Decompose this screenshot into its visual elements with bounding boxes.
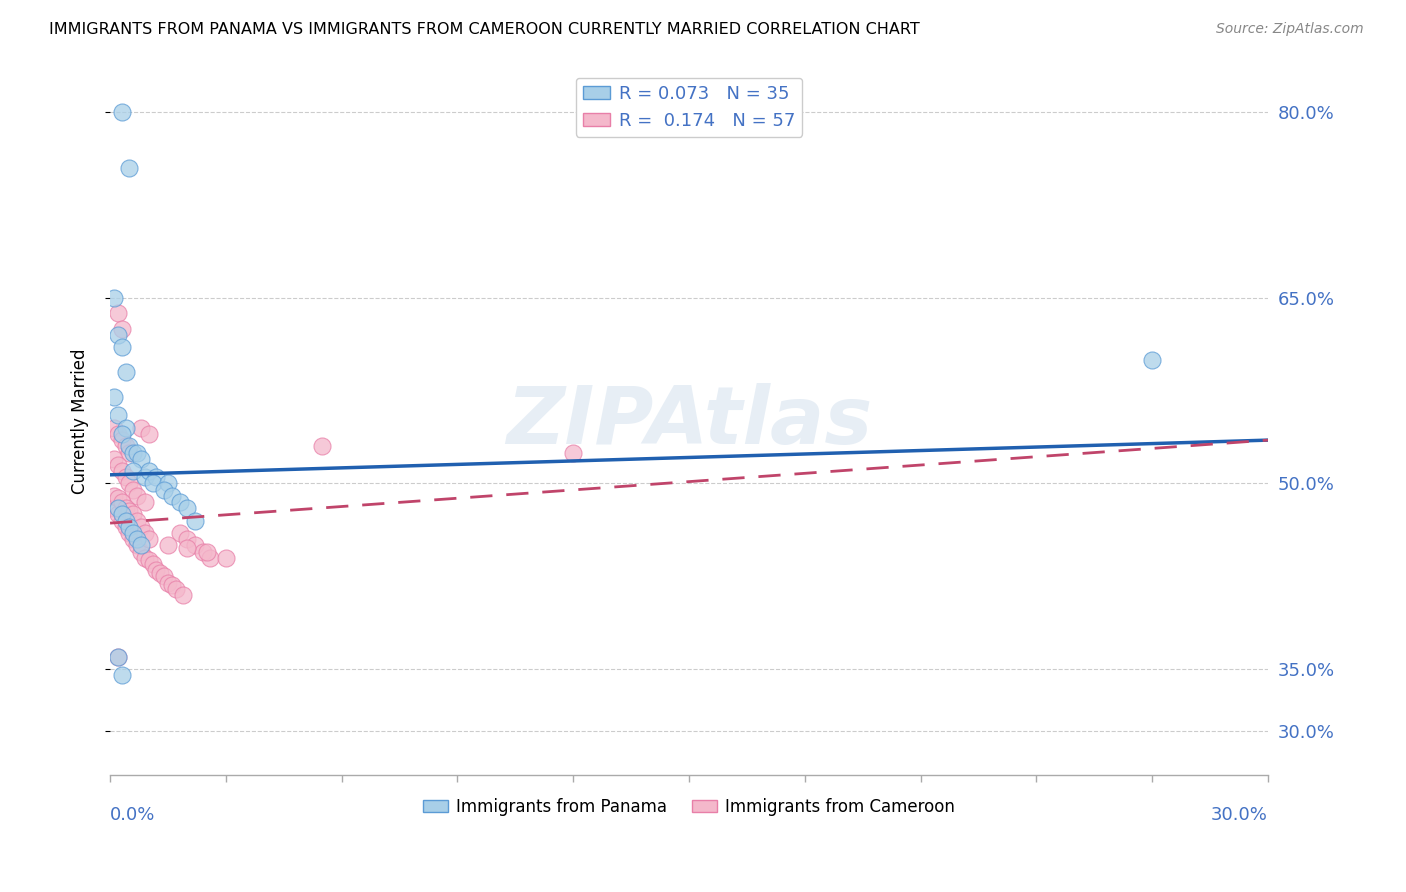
Point (156, 476, 179, 491)
Text: ZIPAtlas: ZIPAtlas (506, 383, 872, 460)
Point (122, 533, 145, 547)
Point (114, 514, 136, 528)
Point (138, 464, 160, 478)
Point (184, 538, 207, 552)
Point (111, 433, 134, 447)
Point (153, 569, 176, 583)
Point (134, 550, 156, 565)
Point (145, 563, 167, 577)
Y-axis label: Currently Married: Currently Married (72, 349, 89, 494)
Point (127, 538, 149, 552)
Point (118, 520, 141, 534)
Point (107, 649, 129, 664)
Point (129, 451, 152, 466)
Point (114, 501, 136, 516)
Point (145, 470, 167, 484)
Point (153, 483, 176, 497)
Point (127, 533, 149, 547)
Point (107, 426, 129, 441)
Point (103, 489, 125, 503)
Point (107, 409, 129, 423)
Point (111, 340, 134, 354)
Point (107, 458, 129, 472)
Point (107, 508, 129, 522)
Text: Source: ZipAtlas.com: Source: ZipAtlas.com (1216, 22, 1364, 37)
Point (111, 495, 134, 509)
Point (160, 578, 183, 592)
Point (134, 470, 156, 484)
Point (118, 526, 141, 541)
Legend: Immigrants from Panama, Immigrants from Cameroon: Immigrants from Panama, Immigrants from … (416, 791, 962, 822)
Point (118, 439, 141, 453)
Point (129, 544, 152, 558)
Point (129, 520, 152, 534)
Point (215, 550, 238, 565)
Point (122, 508, 145, 522)
Point (127, 489, 149, 503)
Point (118, 504, 141, 518)
Point (172, 588, 194, 602)
Point (122, 526, 145, 541)
Point (111, 321, 134, 335)
Point (114, 439, 136, 453)
Point (111, 514, 134, 528)
Point (129, 538, 152, 552)
Point (122, 445, 145, 459)
Point (129, 421, 152, 435)
Point (160, 489, 183, 503)
Point (138, 553, 160, 567)
Point (176, 541, 198, 555)
Point (103, 421, 125, 435)
Point (107, 501, 129, 516)
Point (141, 476, 163, 491)
Text: 0.0%: 0.0% (110, 806, 156, 824)
Point (169, 495, 191, 509)
Text: IMMIGRANTS FROM PANAMA VS IMMIGRANTS FROM CAMEROON CURRENTLY MARRIED CORRELATION: IMMIGRANTS FROM PANAMA VS IMMIGRANTS FRO… (49, 22, 920, 37)
Point (118, 476, 141, 491)
Point (118, 445, 141, 459)
Point (134, 495, 156, 509)
Point (127, 445, 149, 459)
Point (118, 161, 141, 175)
Point (311, 439, 333, 453)
Point (122, 483, 145, 497)
Point (111, 104, 134, 119)
Point (107, 491, 129, 506)
Point (114, 421, 136, 435)
Point (195, 544, 218, 558)
Point (176, 501, 198, 516)
Point (107, 305, 129, 319)
Point (200, 550, 222, 565)
Point (114, 365, 136, 379)
Point (111, 508, 134, 522)
Point (103, 390, 125, 404)
Point (103, 451, 125, 466)
Point (156, 575, 179, 590)
Point (114, 520, 136, 534)
Point (103, 501, 125, 516)
Point (134, 526, 156, 541)
Point (111, 464, 134, 478)
Point (122, 464, 145, 478)
Text: 30.0%: 30.0% (1211, 806, 1268, 824)
Point (127, 514, 149, 528)
Point (107, 327, 129, 342)
Point (156, 538, 179, 552)
Point (107, 649, 129, 664)
Point (562, 445, 585, 459)
Point (149, 566, 172, 580)
Point (1140, 352, 1163, 367)
Point (184, 514, 207, 528)
Point (103, 291, 125, 305)
Point (114, 470, 136, 484)
Point (111, 426, 134, 441)
Point (191, 544, 214, 558)
Point (165, 582, 187, 596)
Point (111, 668, 134, 682)
Point (138, 426, 160, 441)
Point (138, 533, 160, 547)
Point (141, 557, 163, 571)
Point (176, 533, 198, 547)
Point (169, 526, 191, 541)
